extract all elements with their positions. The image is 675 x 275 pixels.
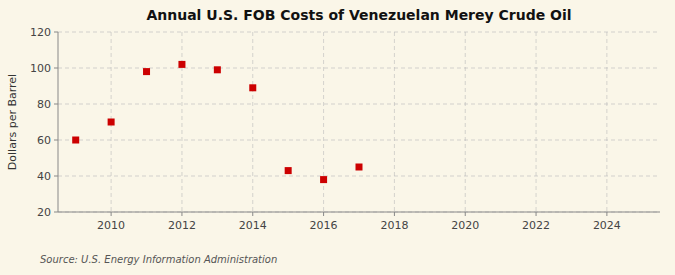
point (285, 167, 292, 174)
tick-label: 2024 (593, 219, 621, 232)
tick (536, 212, 537, 216)
points (72, 61, 362, 183)
tick (323, 212, 324, 216)
tick-label: 2014 (239, 219, 267, 232)
tick-label: 80 (37, 98, 51, 111)
grid-line (465, 32, 466, 212)
tick (54, 212, 58, 213)
tick-label: 2018 (380, 219, 408, 232)
tick (394, 212, 395, 216)
point (356, 164, 363, 171)
tick-label: 2010 (97, 219, 125, 232)
tick (54, 176, 58, 177)
point (249, 84, 256, 91)
grid-line (606, 32, 607, 212)
tick-label: 100 (30, 62, 51, 75)
tick (54, 140, 58, 141)
chart: 20 40 60 80 100 120 2010 2012 2014 2016 2018 2020 20… (0, 0, 675, 275)
grid-line (181, 32, 182, 212)
point (108, 119, 115, 126)
grid-line (536, 32, 537, 212)
tick-label: 2022 (522, 219, 550, 232)
y-label: Dollars per Barrel (6, 74, 19, 170)
grid-line (323, 32, 324, 212)
tick (54, 32, 58, 33)
tick (54, 104, 58, 105)
point (178, 61, 185, 68)
tick-label: 2020 (451, 219, 479, 232)
grid-line (58, 32, 660, 33)
grid-line (58, 212, 660, 213)
tick-label: 60 (37, 134, 51, 147)
background (0, 0, 675, 275)
tick (181, 212, 182, 216)
source-note: Source: U.S. Energy Information Administ… (40, 254, 277, 265)
y-axis (58, 32, 59, 212)
grid-line (58, 176, 660, 177)
x-axis (58, 212, 660, 213)
tick (465, 212, 466, 216)
tick-label: 120 (30, 26, 51, 39)
tick (252, 212, 253, 216)
grid (58, 32, 660, 212)
point (72, 137, 79, 144)
grid-line (58, 104, 660, 105)
grid-line (394, 32, 395, 212)
point (214, 66, 221, 73)
tick-label: 2012 (168, 219, 196, 232)
point (320, 176, 327, 183)
grid-line (252, 32, 253, 212)
tick-label: 2016 (310, 219, 338, 232)
tick (111, 212, 112, 216)
tick (54, 68, 58, 69)
title: Annual U.S. FOB Costs of Venezuelan Mere… (146, 7, 571, 23)
grid-line (58, 140, 660, 141)
tick-label: 20 (37, 206, 51, 219)
point (143, 68, 150, 75)
tick-label: 40 (37, 170, 51, 183)
tick (606, 212, 607, 216)
